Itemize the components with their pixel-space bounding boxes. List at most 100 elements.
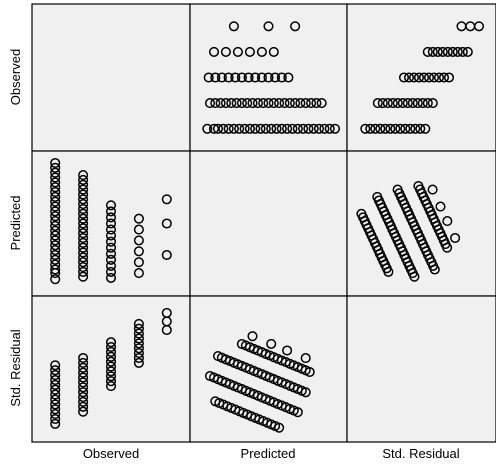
point-observed-vs-residual	[400, 123, 411, 134]
point-observed-vs-residual	[437, 46, 448, 57]
point-observed-vs-predicted	[279, 98, 290, 109]
point-predicted-vs-observed	[50, 182, 61, 193]
point-residual-vs-observed	[105, 376, 117, 387]
point-residual-vs-observed	[78, 367, 89, 378]
point-predicted-vs-observed	[105, 224, 117, 235]
cell-std-residual-vs-std-residual	[346, 295, 496, 443]
point-observed-vs-predicted	[236, 98, 247, 109]
point-residual-vs-observed	[133, 323, 144, 334]
point-predicted-vs-observed	[50, 254, 61, 265]
point-predicted-vs-observed	[50, 240, 61, 251]
point-observed-vs-predicted	[223, 72, 234, 83]
point-observed-vs-predicted	[203, 72, 214, 83]
point-residual-vs-observed	[50, 418, 61, 429]
point-predicted-vs-observed	[161, 249, 172, 261]
point-predicted-vs-residual	[427, 184, 438, 195]
point-observed-vs-predicted	[283, 72, 294, 83]
point-observed-vs-predicted	[270, 72, 281, 83]
point-observed-vs-predicted	[287, 123, 298, 134]
point-predicted-vs-observed	[78, 199, 89, 210]
point-observed-vs-predicted	[256, 46, 267, 57]
point-residual-vs-predicted	[266, 338, 277, 349]
point-observed-vs-predicted	[243, 72, 254, 83]
point-observed-vs-predicted	[316, 98, 327, 109]
point-observed-vs-predicted	[274, 98, 285, 109]
point-residual-vs-predicted	[304, 366, 315, 378]
point-observed-vs-residual	[473, 21, 485, 32]
point-predicted-vs-observed	[133, 246, 144, 257]
point-residual-vs-observed	[78, 401, 89, 412]
point-predicted-vs-observed	[50, 245, 61, 256]
point-observed-vs-residual	[405, 123, 416, 134]
point-observed-vs-predicted	[263, 21, 274, 32]
point-residual-vs-observed	[50, 370, 61, 381]
point-predicted-vs-observed	[105, 254, 117, 265]
point-observed-vs-residual	[385, 123, 396, 134]
point-observed-vs-predicted	[260, 123, 271, 134]
point-observed-vs-residual	[365, 123, 376, 134]
point-observed-vs-predicted	[263, 72, 274, 83]
point-predicted-vs-observed	[78, 170, 89, 181]
point-residual-vs-observed	[105, 361, 117, 372]
matrix-cells	[31, 3, 496, 443]
point-predicted-vs-observed	[78, 194, 89, 205]
cell-predicted-vs-predicted	[189, 150, 348, 297]
point-observed-vs-residual	[438, 72, 450, 83]
point-observed-vs-residual	[433, 72, 445, 83]
point-residual-vs-observed	[133, 333, 144, 344]
point-observed-vs-predicted	[319, 123, 330, 134]
point-residual-vs-observed	[78, 377, 89, 388]
scatter-points	[50, 21, 485, 433]
point-predicted-vs-observed	[78, 257, 89, 268]
point-predicted-vs-observed	[78, 213, 89, 224]
point-residual-vs-observed	[50, 384, 61, 395]
point-observed-vs-predicted	[255, 123, 266, 134]
point-observed-vs-predicted	[215, 98, 226, 109]
point-observed-vs-residual	[390, 123, 401, 134]
point-predicted-vs-observed	[78, 203, 89, 215]
point-residual-vs-observed	[50, 409, 61, 420]
point-predicted-vs-observed	[105, 266, 117, 277]
point-predicted-vs-observed	[133, 257, 144, 268]
point-observed-vs-predicted	[263, 98, 274, 109]
point-predicted-vs-observed	[78, 189, 89, 200]
point-residual-vs-observed	[50, 399, 61, 410]
point-observed-vs-predicted	[239, 123, 250, 134]
point-observed-vs-predicted	[290, 21, 301, 32]
point-observed-vs-predicted	[216, 72, 227, 83]
point-observed-vs-predicted	[252, 98, 263, 109]
cell-observed-vs-observed	[31, 3, 191, 152]
point-residual-vs-observed	[133, 343, 144, 354]
point-residual-vs-observed	[105, 371, 117, 382]
point-observed-vs-predicted	[250, 123, 261, 134]
point-residual-vs-observed	[105, 351, 117, 362]
point-residual-vs-observed	[78, 387, 89, 398]
point-observed-vs-predicted	[308, 123, 319, 134]
point-observed-vs-residual	[382, 98, 393, 109]
point-predicted-vs-observed	[50, 235, 61, 246]
point-observed-vs-predicted	[324, 123, 335, 134]
point-predicted-vs-observed	[78, 218, 89, 229]
col-label-predicted: Predicted	[241, 446, 296, 461]
point-observed-vs-residual	[462, 46, 473, 57]
point-residual-vs-observed	[50, 365, 61, 376]
point-predicted-vs-observed	[50, 157, 61, 169]
point-observed-vs-residual	[457, 46, 468, 57]
point-observed-vs-predicted	[220, 98, 231, 109]
point-predicted-vs-observed	[50, 225, 61, 236]
point-predicted-vs-observed	[161, 218, 172, 229]
point-observed-vs-predicted	[290, 98, 301, 109]
point-predicted-vs-observed	[78, 252, 89, 263]
point-observed-vs-predicted	[228, 21, 239, 32]
point-predicted-vs-observed	[78, 242, 89, 253]
point-residual-vs-observed	[78, 392, 89, 403]
point-predicted-vs-residual	[356, 208, 367, 219]
point-predicted-vs-observed	[50, 220, 61, 231]
point-observed-vs-predicted	[292, 123, 303, 134]
point-observed-vs-residual	[428, 72, 440, 83]
point-predicted-vs-observed	[78, 271, 89, 282]
point-residual-vs-observed	[50, 374, 61, 386]
point-predicted-vs-observed	[50, 274, 61, 285]
point-predicted-vs-observed	[50, 230, 61, 241]
